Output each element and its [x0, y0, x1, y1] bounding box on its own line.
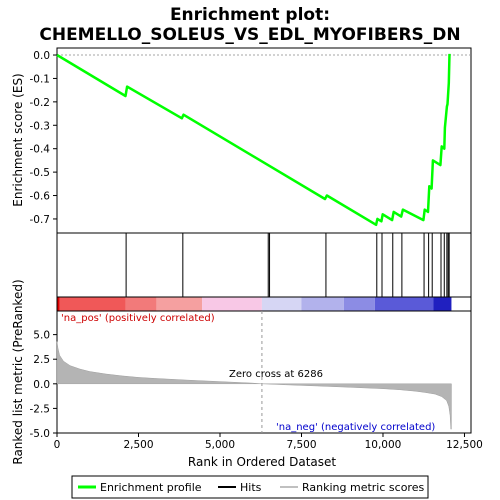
es-y-tick-label-7: -0.7 — [30, 214, 51, 226]
hits-panel — [125, 233, 450, 297]
x-tick-label-2: 5,000 — [205, 439, 235, 451]
zero-cross-label: Zero cross at 6286 — [229, 369, 323, 380]
legend-hits-label: Hits — [240, 481, 262, 494]
pos-correlated-label: 'na_pos' (positively correlated) — [61, 313, 215, 324]
heatmap-segment-2 — [125, 297, 157, 311]
es-y-tick-label-0: 0.0 — [33, 50, 50, 62]
heatmap-segment-8 — [374, 297, 434, 311]
es-panel-frame — [56, 47, 472, 234]
heatmap-segment-5 — [261, 297, 302, 311]
chart-title-line-1: Enrichment plot: — [170, 5, 330, 25]
x-tick-label-4: 10,000 — [365, 439, 402, 451]
x-tick-label-3: 7,500 — [286, 439, 316, 451]
heatmap-segment-6 — [301, 297, 344, 311]
metric-y-tick-label-2: 0.0 — [33, 379, 50, 391]
heatmap-segment-9 — [433, 297, 452, 311]
heatmap-segment-7 — [343, 297, 375, 311]
chart-title-line-2: CHEMELLO_SOLEUS_VS_EDL_MYOFIBERS_DN — [39, 25, 460, 45]
metric-panel — [56, 311, 452, 433]
axes: 0.0 -0.1 -0.2 -0.3 -0.4 -0.5 -0.6 -0.7 -5.0 -2.5 0… — [30, 50, 483, 451]
es-panel — [56, 53, 471, 227]
es-y-tick-label-3: -0.3 — [30, 120, 51, 132]
heatmap-segment-0 — [57, 297, 60, 311]
legend: Enrichment profile Hits Ranking metric s… — [71, 475, 429, 499]
x-tick-label-5: 12,500 — [446, 439, 483, 451]
heatmap-segment-3 — [156, 297, 203, 311]
neg-correlated-label: 'na_neg' (negatively correlated) — [276, 422, 435, 433]
heatmap-segment-1 — [59, 297, 126, 311]
metric-y-tick-label-1: -2.5 — [30, 403, 51, 415]
x-tick-label-1: 2,500 — [123, 439, 153, 451]
es-y-tick-label-4: -0.4 — [30, 144, 51, 156]
es-y-tick-label-5: -0.5 — [30, 167, 51, 179]
metric-y-tick-label-3: 2.5 — [33, 354, 50, 366]
metric-y-tick-label-4: 5.0 — [33, 330, 50, 342]
metric-y-axis-label: Ranked list metric (PreRanked) — [11, 279, 25, 464]
ranking-heatmap-bar — [57, 297, 452, 311]
es-y-tick-label-6: -0.6 — [30, 191, 51, 203]
x-axis-label: Rank in Ordered Dataset — [188, 455, 336, 469]
es-y-tick-label-2: -0.2 — [30, 97, 51, 109]
legend-es-label: Enrichment profile — [100, 481, 202, 494]
legend-metric-label: Ranking metric scores — [302, 481, 424, 494]
heatmap-segment-4 — [202, 297, 262, 311]
metric-y-tick-label-0: -5.0 — [30, 428, 51, 440]
es-curve-line — [56, 53, 451, 227]
metric-area — [56, 341, 452, 430]
legend-box — [71, 475, 429, 499]
x-tick-label-0: 0 — [54, 439, 61, 451]
es-y-tick-label-1: -0.1 — [30, 73, 51, 85]
hits-panel-frame — [56, 232, 472, 298]
es-y-axis-label: Enrichment score (ES) — [11, 73, 25, 206]
